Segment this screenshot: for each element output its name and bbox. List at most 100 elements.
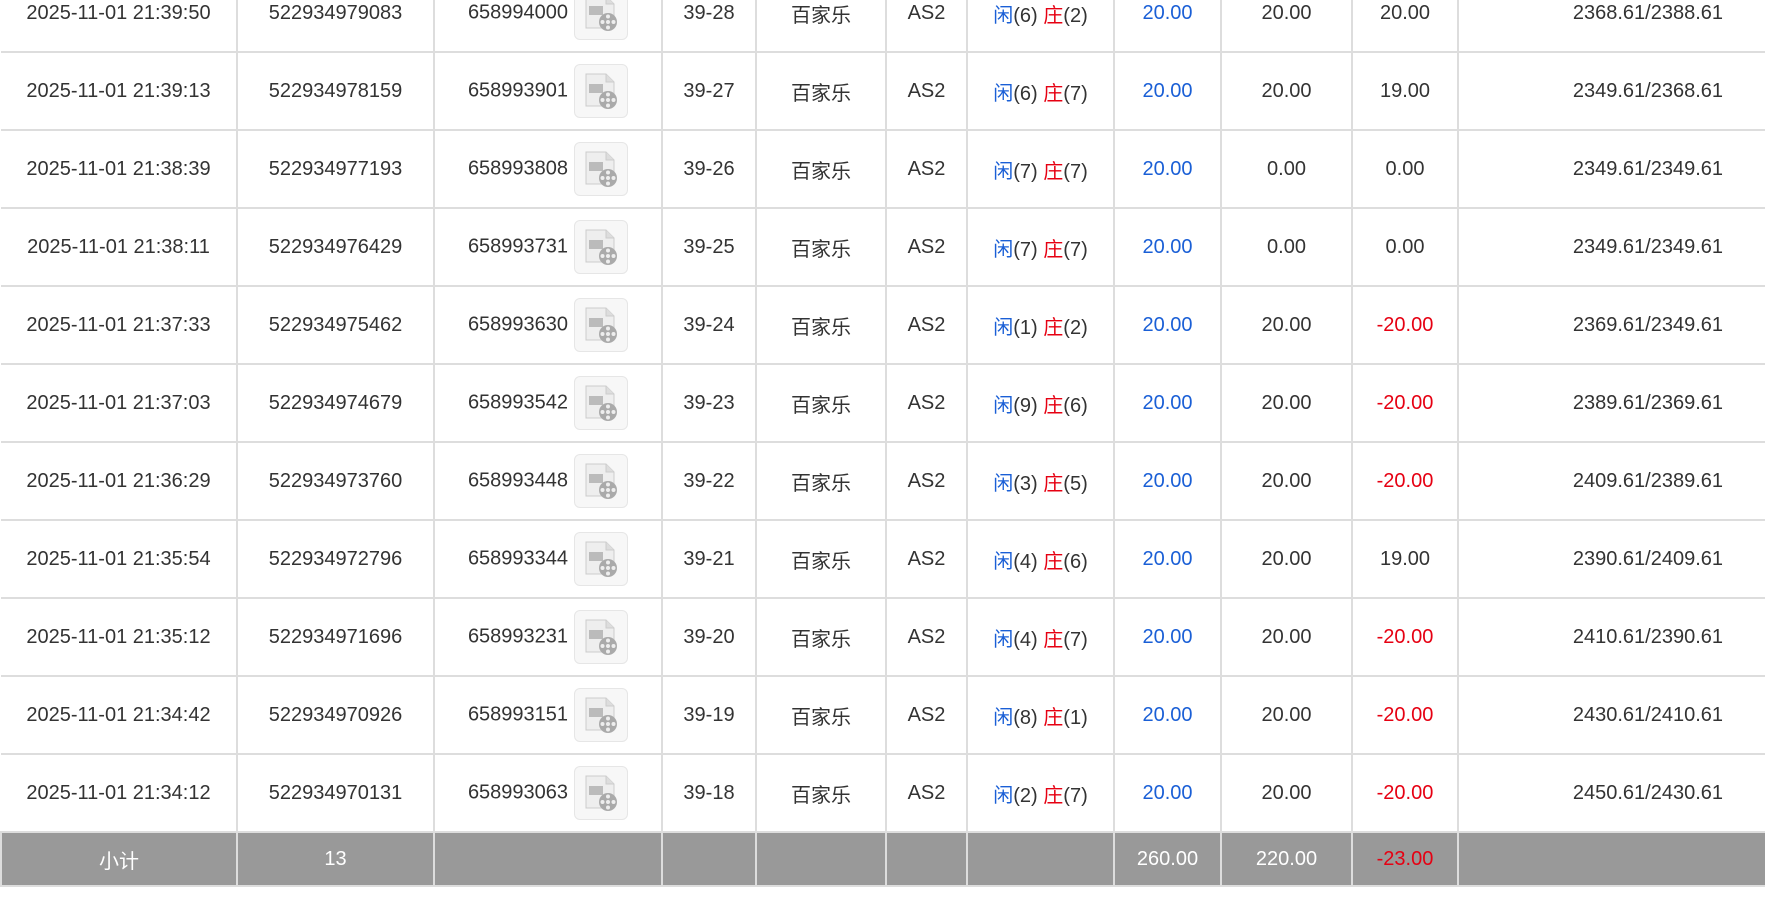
- result-cell: 闲(9) 庄(6): [966, 363, 1115, 443]
- win-loss: -20.00: [1351, 675, 1459, 755]
- player-label: 闲: [993, 238, 1014, 261]
- result-cell: 闲(7) 庄(7): [966, 207, 1115, 287]
- bet-id: 522934974679: [236, 363, 435, 443]
- round-cell: 658993344: [433, 519, 663, 599]
- result-cell: 闲(2) 庄(7): [966, 753, 1115, 833]
- table-row: 2025-11-01 21:36:29 522934973760 6589934…: [1, 441, 1765, 521]
- valid-amount: 20.00: [1220, 363, 1353, 443]
- game-name: 百家乐: [755, 285, 887, 365]
- video-file-icon[interactable]: [574, 64, 629, 118]
- banker-label: 庄: [1043, 82, 1064, 105]
- shoe-number: 39-21: [661, 519, 757, 599]
- bet-amount: 20.00: [1113, 675, 1222, 755]
- table-row: 2025-11-01 21:39:50 522934979083 6589940…: [1, 0, 1765, 53]
- video-file-icon[interactable]: [574, 0, 629, 40]
- bet-amount: 20.00: [1113, 753, 1222, 833]
- valid-amount: 0.00: [1220, 207, 1353, 287]
- video-file-icon[interactable]: [574, 532, 629, 586]
- balance: 2450.61/2430.61: [1457, 753, 1765, 833]
- valid-amount: 20.00: [1220, 675, 1353, 755]
- round-id: 658993542: [467, 391, 569, 414]
- bet-amount: 20.00: [1113, 441, 1222, 521]
- bet-time: 2025-11-01 21:39:13: [1, 51, 238, 131]
- round-id: 658993063: [467, 781, 569, 804]
- game-name: 百家乐: [755, 51, 887, 131]
- result-cell: 闲(1) 庄(2): [966, 285, 1115, 365]
- table-name: AS2: [885, 207, 968, 287]
- game-name: 百家乐: [755, 0, 887, 53]
- video-file-icon[interactable]: [574, 766, 629, 820]
- table-name: AS2: [885, 675, 968, 755]
- valid-amount: 20.00: [1220, 753, 1353, 833]
- round-id: 658993344: [467, 547, 569, 570]
- game-name: 百家乐: [755, 519, 887, 599]
- banker-points: (6): [1063, 550, 1088, 573]
- result-cell: 闲(4) 庄(6): [966, 519, 1115, 599]
- banker-label: 庄: [1043, 550, 1064, 573]
- table-name: AS2: [885, 51, 968, 131]
- game-name: 百家乐: [755, 753, 887, 833]
- bet-id: 522934972796: [236, 519, 435, 599]
- win-loss: -20.00: [1351, 597, 1459, 677]
- valid-amount: 20.00: [1220, 441, 1353, 521]
- video-file-icon[interactable]: [574, 220, 629, 274]
- win-loss: -20.00: [1351, 441, 1459, 521]
- bet-time: 2025-11-01 21:38:11: [1, 207, 238, 287]
- balance: 2349.61/2349.61: [1457, 129, 1765, 209]
- player-points: (7): [1013, 238, 1038, 261]
- round-id: 658993448: [467, 469, 569, 492]
- video-file-icon[interactable]: [574, 610, 629, 664]
- balance: 2430.61/2410.61: [1457, 675, 1765, 755]
- player-label: 闲: [993, 82, 1014, 105]
- shoe-number: 39-28: [661, 0, 757, 53]
- bet-amount: 20.00: [1113, 519, 1222, 599]
- win-loss: 19.00: [1351, 519, 1459, 599]
- result-cell: 闲(8) 庄(1): [966, 675, 1115, 755]
- bet-time: 2025-11-01 21:36:29: [1, 441, 238, 521]
- valid-amount: 20.00: [1220, 519, 1353, 599]
- balance: 2349.61/2349.61: [1457, 207, 1765, 287]
- player-points: (1): [1013, 316, 1038, 339]
- table-name: AS2: [885, 753, 968, 833]
- bet-id: 522934971696: [236, 597, 435, 677]
- banker-label: 庄: [1043, 472, 1064, 495]
- video-file-icon[interactable]: [574, 142, 629, 196]
- banker-points: (2): [1063, 4, 1088, 27]
- balance: 2368.61/2388.61: [1457, 0, 1765, 53]
- subtotal-win: -23.00: [1351, 831, 1459, 887]
- bet-id: 522934973760: [236, 441, 435, 521]
- video-file-icon[interactable]: [574, 298, 629, 352]
- player-points: (3): [1013, 472, 1038, 495]
- table-row: 2025-11-01 21:39:13 522934978159 6589939…: [1, 51, 1765, 131]
- player-label: 闲: [993, 550, 1014, 573]
- bet-amount: 20.00: [1113, 129, 1222, 209]
- bet-time: 2025-11-01 21:35:54: [1, 519, 238, 599]
- round-id: 658993808: [467, 157, 569, 180]
- table-row: 2025-11-01 21:37:03 522934974679 6589935…: [1, 363, 1765, 443]
- video-file-icon[interactable]: [574, 688, 629, 742]
- subtotal-label: 小计: [0, 831, 238, 887]
- result-cell: 闲(6) 庄(7): [966, 51, 1115, 131]
- video-file-icon[interactable]: [574, 376, 629, 430]
- balance: 2390.61/2409.61: [1457, 519, 1765, 599]
- bet-amount: 20.00: [1113, 363, 1222, 443]
- round-cell: 658993448: [433, 441, 663, 521]
- video-file-icon[interactable]: [574, 454, 629, 508]
- round-cell: 658993630: [433, 285, 663, 365]
- round-cell: 658993808: [433, 129, 663, 209]
- banker-label: 庄: [1043, 784, 1064, 807]
- round-id: 658993151: [467, 703, 569, 726]
- valid-amount: 20.00: [1220, 597, 1353, 677]
- game-name: 百家乐: [755, 675, 887, 755]
- shoe-number: 39-24: [661, 285, 757, 365]
- shoe-number: 39-19: [661, 675, 757, 755]
- banker-label: 庄: [1043, 316, 1064, 339]
- banker-label: 庄: [1043, 628, 1064, 651]
- balance: 2410.61/2390.61: [1457, 597, 1765, 677]
- player-label: 闲: [993, 628, 1014, 651]
- banker-points: (6): [1063, 394, 1088, 417]
- round-id: 658993630: [467, 313, 569, 336]
- bet-time: 2025-11-01 21:38:39: [1, 129, 238, 209]
- banker-label: 庄: [1043, 706, 1064, 729]
